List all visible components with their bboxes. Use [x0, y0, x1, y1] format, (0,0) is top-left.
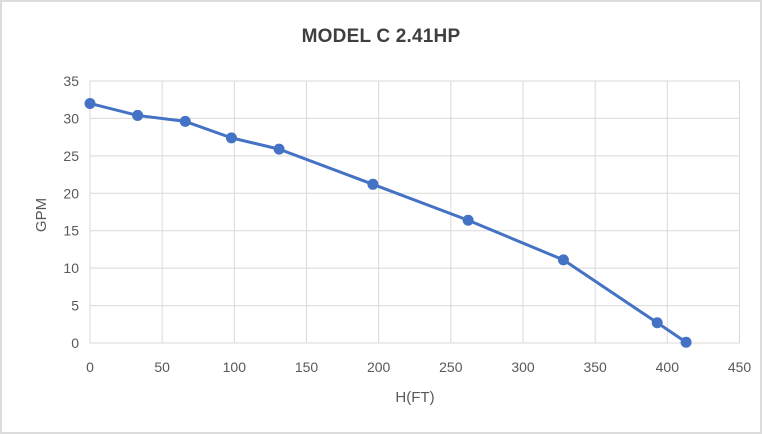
x-tick-label: 450 — [728, 359, 752, 375]
x-tick-label: 400 — [656, 359, 680, 375]
x-tick-label: 150 — [295, 359, 319, 375]
y-axis-tick-labels: 0 5 10 15 20 25 30 35 — [63, 73, 79, 351]
data-point-marker — [651, 317, 663, 329]
x-tick-label: 300 — [511, 359, 535, 375]
data-point-marker — [84, 97, 96, 109]
data-point-marker — [132, 109, 144, 121]
y-tick-label: 35 — [63, 73, 79, 89]
x-tick-label: 0 — [86, 359, 94, 375]
data-point-marker — [273, 143, 285, 155]
y-tick-label: 30 — [63, 110, 79, 126]
x-axis-tick-labels: 0 50 100 150 200 250 300 350 400 450 — [86, 359, 751, 375]
y-axis-title: GPM — [33, 198, 50, 232]
y-tick-label: 15 — [63, 223, 79, 239]
data-series — [84, 97, 692, 348]
y-tick-label: 10 — [63, 260, 79, 276]
data-point-marker — [225, 132, 237, 144]
x-tick-label: 200 — [367, 359, 391, 375]
data-point-marker — [557, 254, 569, 266]
chart-title: MODEL C 2.41HP — [301, 26, 461, 47]
data-point-marker — [680, 336, 692, 348]
gridlines — [89, 80, 740, 344]
x-tick-label: 50 — [154, 359, 170, 375]
x-axis-title: H(FT) — [395, 389, 434, 406]
series-line — [88, 101, 688, 344]
x-tick-label: 100 — [223, 359, 247, 375]
y-tick-label: 5 — [71, 298, 79, 314]
data-point-marker — [179, 115, 191, 127]
data-point-marker — [462, 214, 474, 226]
x-tick-label: 250 — [439, 359, 463, 375]
x-tick-label: 350 — [583, 359, 607, 375]
y-tick-label: 20 — [63, 185, 79, 201]
data-point-marker — [367, 178, 379, 190]
y-tick-label: 0 — [71, 335, 79, 351]
y-tick-label: 25 — [63, 148, 79, 164]
